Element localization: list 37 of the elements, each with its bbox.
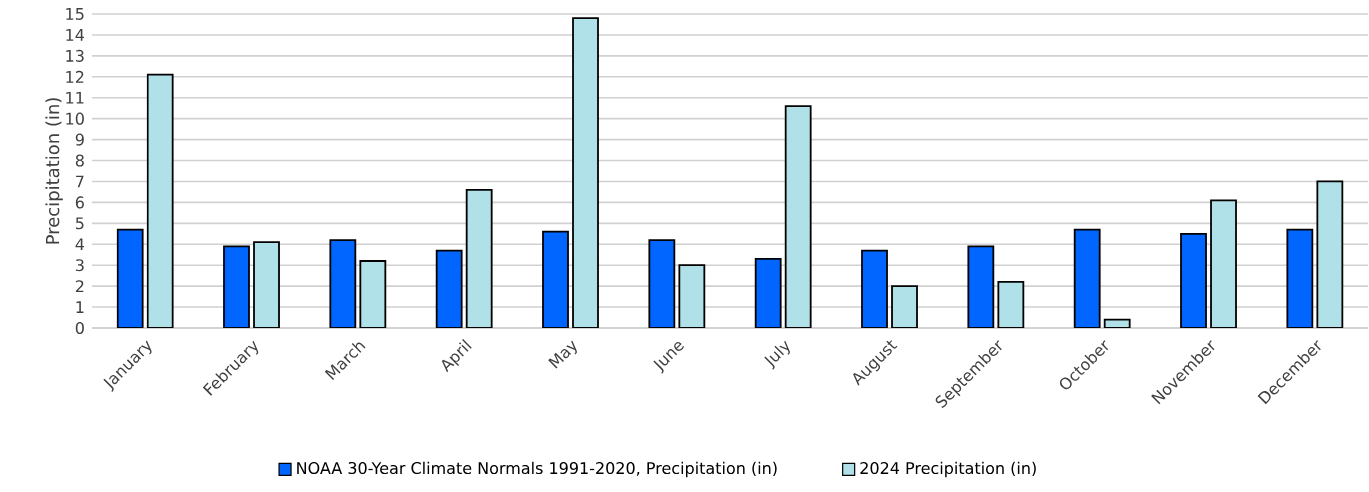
bar (253, 241, 280, 328)
y-tick-label: 9 (75, 133, 84, 146)
bar (1316, 180, 1344, 328)
bar (1210, 199, 1237, 328)
y-tick-label: 1 (76, 301, 84, 313)
bar (967, 245, 995, 328)
legend-label: NOAA 30-Year Climate Normals 1991-2020, Precipitation (in) (297, 461, 777, 478)
bar (1073, 228, 1101, 328)
y-tick-label: 8 (75, 154, 84, 167)
bar (1286, 228, 1314, 328)
y-tick-label: 4 (75, 238, 85, 251)
y-tick-label: 7 (76, 175, 84, 188)
bar (648, 239, 676, 328)
y-tick-label: 0 (75, 321, 84, 335)
bar (435, 249, 463, 328)
y-tick-label: 6 (75, 196, 84, 209)
y-tick-label: 2 (75, 280, 84, 293)
bar (329, 239, 357, 328)
y-tick-label: 12 (66, 70, 84, 83)
bar (542, 230, 569, 328)
y-tick-label: 11 (66, 91, 84, 104)
bar (223, 245, 250, 328)
bar (1180, 232, 1207, 328)
legend-label: 2024 Precipitation (in) (860, 461, 1036, 478)
bar (465, 188, 493, 328)
y-tick-label: 10 (66, 112, 84, 125)
bar (116, 228, 144, 328)
y-tick-label: 15 (66, 8, 84, 20)
bar (784, 105, 812, 328)
bar (146, 73, 174, 328)
y-tick-label: 14 (66, 29, 85, 41)
bar (861, 249, 888, 328)
bar (572, 17, 599, 328)
y-tick-label: 3 (75, 259, 84, 272)
y-tick-label: 5 (75, 217, 84, 230)
y-tick-label: 13 (66, 49, 84, 62)
y-axis-title: Precipitation (in) (45, 98, 63, 244)
